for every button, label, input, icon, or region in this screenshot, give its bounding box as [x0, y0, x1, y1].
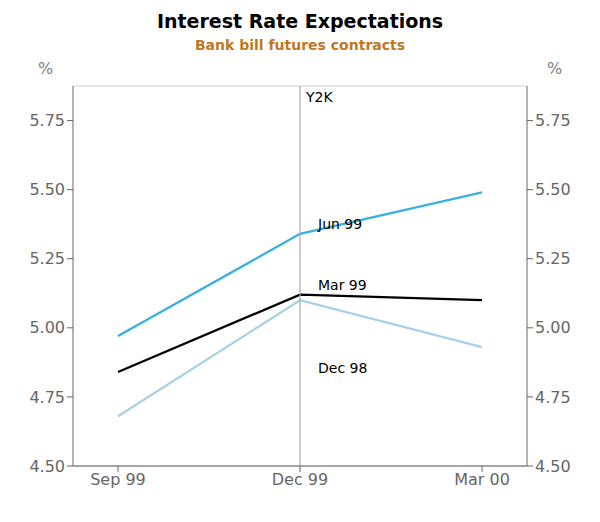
html-text:Interest Rate Expectations: Interest Rate Expectations — [156, 10, 444, 32]
svg-text:5.25: 5.25 — [535, 249, 571, 268]
svg-text:%: % — [38, 59, 53, 78]
svg-text:5.75: 5.75 — [29, 111, 65, 130]
svg-text:5.75: 5.75 — [535, 111, 571, 130]
svg-text:4.75: 4.75 — [535, 388, 571, 407]
html-text:Bank bill futures contracts: Bank bill futures contracts — [194, 37, 406, 53]
svg-text:5.00: 5.00 — [535, 318, 571, 337]
svg-text:Sep 99: Sep 99 — [90, 470, 146, 489]
svg-text:5.25: 5.25 — [29, 249, 65, 268]
svg-text:5.50: 5.50 — [535, 180, 571, 199]
svg-text:4.75: 4.75 — [29, 388, 65, 407]
svg-text:Dec 98: Dec 98 — [318, 360, 367, 376]
svg-text:Mar 00: Mar 00 — [454, 470, 510, 489]
svg-text:5.00: 5.00 — [29, 318, 65, 337]
svg-text:Dec 99: Dec 99 — [272, 470, 328, 489]
svg-text:Mar 99: Mar 99 — [318, 277, 367, 293]
svg-text:4.50: 4.50 — [535, 457, 571, 476]
svg-text:5.50: 5.50 — [29, 180, 65, 199]
svg-text:4.50: 4.50 — [29, 457, 65, 476]
svg-text:Jun 99: Jun 99 — [317, 216, 362, 232]
svg-text:Y2K: Y2K — [305, 89, 333, 105]
svg-text:%: % — [547, 59, 562, 78]
